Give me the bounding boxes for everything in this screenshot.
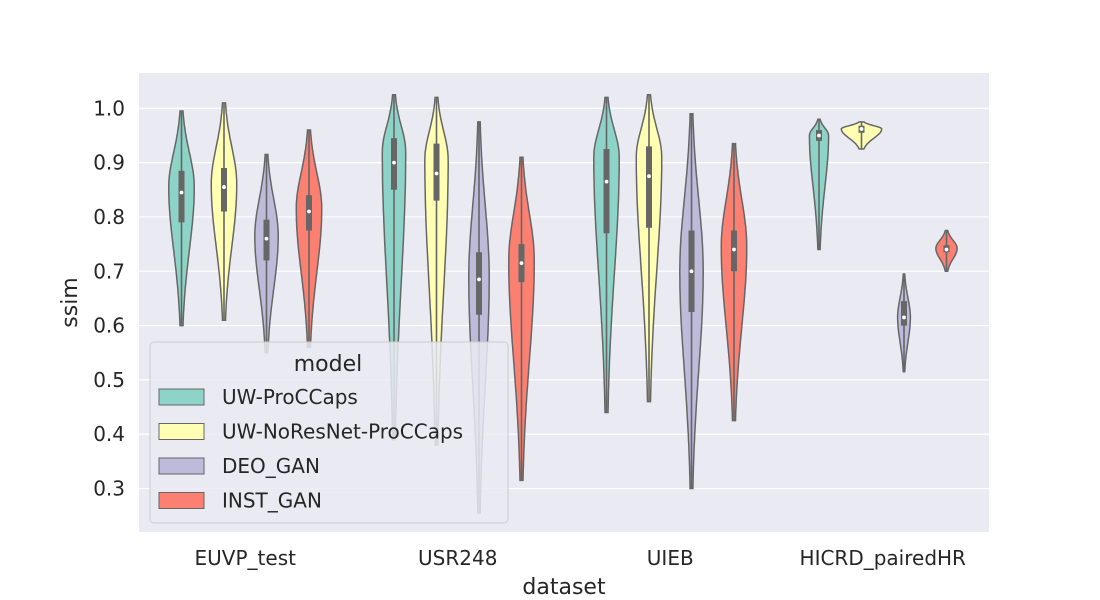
violin-median-dot xyxy=(477,277,481,282)
legend-items: UW-ProCCaps UW-NoResNet-ProCCaps DEO_GAN IN… xyxy=(158,385,463,513)
x-tick-label: USR248 xyxy=(418,546,497,570)
legend-box xyxy=(149,341,509,524)
violin-median-dot xyxy=(859,127,864,131)
violin-median-dot xyxy=(222,185,226,189)
legend-swatch xyxy=(158,388,205,406)
legend-label: UW-NoResNet-ProCCaps xyxy=(222,420,463,444)
x-axis-label: dataset xyxy=(522,575,606,600)
legend-label: DEO_GAN xyxy=(222,454,320,478)
y-tick-label: 1.0 xyxy=(93,96,125,120)
violin-median-dot xyxy=(264,236,269,241)
violin-median-dot xyxy=(179,190,184,195)
y-tick-label: 0.9 xyxy=(93,151,125,175)
violin-median-dot xyxy=(732,247,736,252)
y-tick-label: 0.4 xyxy=(93,422,125,446)
violin-median-dot xyxy=(902,315,906,320)
legend-label: INST_GAN xyxy=(222,489,322,513)
y-tick-label: 0.8 xyxy=(93,205,125,229)
legend-swatch xyxy=(158,492,205,509)
y-tick-label: 0.5 xyxy=(93,368,125,392)
x-tick-labels: EUVP_test USR248 UIEB HICRD_pairedHR xyxy=(195,546,967,570)
x-tick-label: UIEB xyxy=(647,546,694,570)
y-axis-label: ssim xyxy=(58,277,83,327)
y-tick-label: 0.7 xyxy=(93,259,125,283)
x-tick-label: HICRD_pairedHR xyxy=(800,546,967,570)
violin-median-dot xyxy=(519,261,524,266)
violin-median-dot xyxy=(689,269,694,274)
violin-median-dot xyxy=(944,247,949,252)
violin-median-dot xyxy=(604,179,609,184)
y-tick-label: 0.6 xyxy=(93,314,125,338)
legend-label: UW-ProCCaps xyxy=(222,385,358,409)
x-tick-label: EUVP_test xyxy=(195,546,297,570)
y-tick-labels: 0.3 0.4 0.5 0.6 0.7 0.8 0.9 1.0 xyxy=(93,96,125,500)
legend-swatch xyxy=(158,423,205,440)
violin-median-dot xyxy=(434,171,439,176)
violins xyxy=(168,93,958,514)
legend: model UW-ProCCaps UW-NoResNet-ProCCaps DEO… xyxy=(149,341,509,524)
legend-title: model xyxy=(294,352,363,377)
violin-median-dot xyxy=(647,174,651,179)
y-tick-label: 0.3 xyxy=(93,477,125,501)
violin-median-dot xyxy=(392,160,396,165)
violin-median-dot xyxy=(307,209,311,214)
legend-swatch xyxy=(158,457,205,475)
violin-median-dot xyxy=(817,133,821,138)
